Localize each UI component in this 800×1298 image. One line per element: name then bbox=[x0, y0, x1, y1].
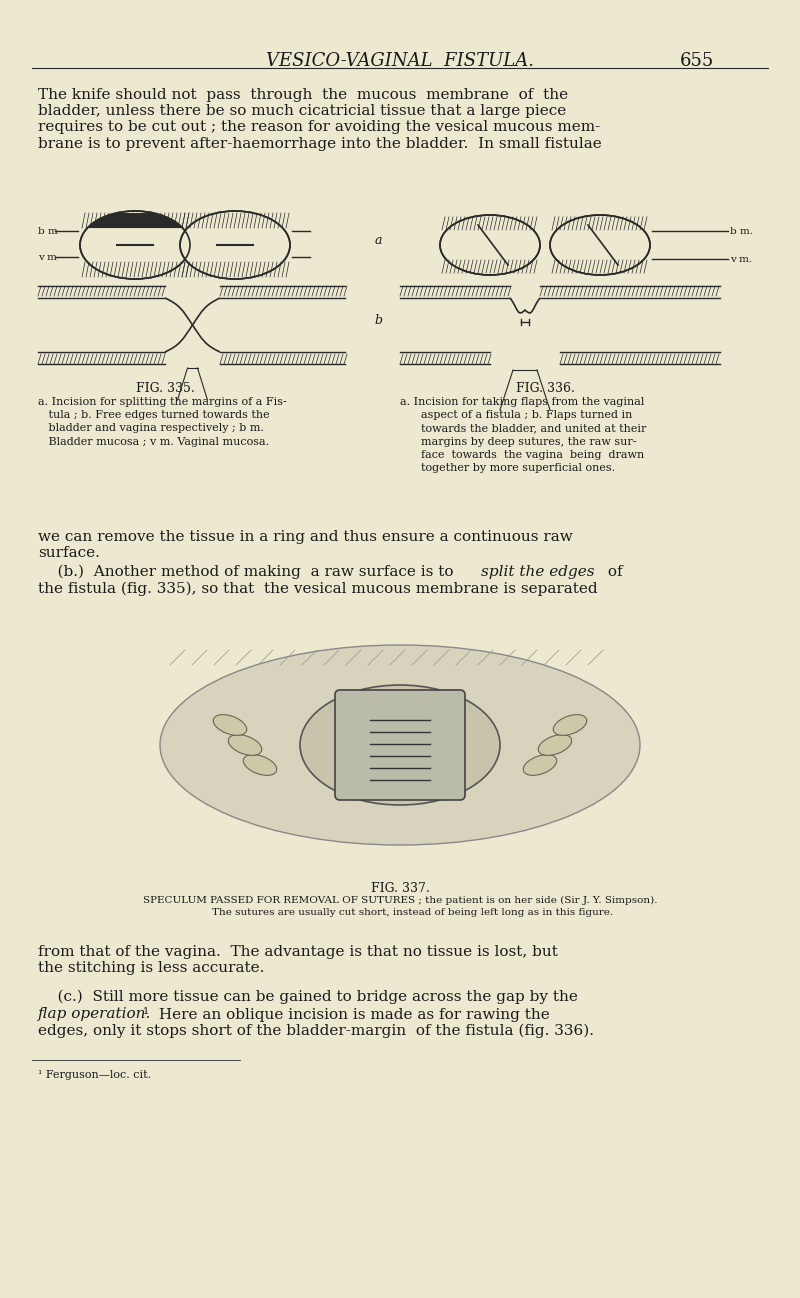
Ellipse shape bbox=[523, 754, 557, 775]
Text: FIG. 337.: FIG. 337. bbox=[370, 883, 430, 896]
FancyBboxPatch shape bbox=[80, 213, 190, 228]
Text: we can remove the tissue in a ring and thus ensure a continuous raw
surface.: we can remove the tissue in a ring and t… bbox=[38, 530, 573, 561]
Text: of: of bbox=[603, 565, 622, 579]
Text: a. Incision for splitting the margins of a Fis-
   tula ; b. Free edges turned t: a. Incision for splitting the margins of… bbox=[38, 397, 286, 447]
Text: v m: v m bbox=[38, 253, 57, 261]
Text: from that of the vagina.  The advantage is that no tissue is lost, but
the stitc: from that of the vagina. The advantage i… bbox=[38, 945, 558, 975]
Ellipse shape bbox=[300, 685, 500, 805]
Text: FIG. 336.: FIG. 336. bbox=[515, 382, 574, 395]
FancyBboxPatch shape bbox=[335, 691, 465, 800]
Text: b m: b m bbox=[38, 226, 58, 235]
Text: v m.: v m. bbox=[730, 254, 752, 263]
Text: b: b bbox=[374, 314, 382, 327]
Text: FIG. 335.: FIG. 335. bbox=[136, 382, 194, 395]
Text: ¹ Ferguson—loc. cit.: ¹ Ferguson—loc. cit. bbox=[38, 1070, 151, 1080]
Text: b m.: b m. bbox=[730, 226, 753, 235]
Text: a. Incision for taking flaps from the vaginal
      aspect of a fistula ; b. Fla: a. Incision for taking flaps from the va… bbox=[400, 397, 646, 472]
Ellipse shape bbox=[228, 735, 262, 755]
Ellipse shape bbox=[214, 715, 246, 736]
Text: edges, only it stops short of the bladder-margin  of the fistula (fig. 336).: edges, only it stops short of the bladde… bbox=[38, 1024, 594, 1038]
Text: a: a bbox=[374, 234, 382, 247]
Text: the fistula (fig. 335), so that  the vesical mucous membrane is separated: the fistula (fig. 335), so that the vesi… bbox=[38, 582, 598, 596]
Ellipse shape bbox=[160, 645, 640, 845]
Text: (b.)  Another method of making  a raw surface is to: (b.) Another method of making a raw surf… bbox=[38, 565, 458, 579]
Ellipse shape bbox=[243, 754, 277, 775]
Ellipse shape bbox=[80, 212, 190, 279]
Text: 655: 655 bbox=[680, 52, 714, 70]
Ellipse shape bbox=[550, 215, 650, 275]
Text: split the edges: split the edges bbox=[481, 565, 594, 579]
Ellipse shape bbox=[554, 715, 586, 736]
Ellipse shape bbox=[180, 212, 290, 279]
Text: flap operation.: flap operation. bbox=[38, 1007, 151, 1022]
Ellipse shape bbox=[538, 735, 572, 755]
Text: ¹  Here an oblique incision is made as for rawing the: ¹ Here an oblique incision is made as fo… bbox=[143, 1007, 550, 1022]
Ellipse shape bbox=[440, 215, 540, 275]
Text: (c.)  Still more tissue can be gained to bridge across the gap by the: (c.) Still more tissue can be gained to … bbox=[38, 990, 578, 1020]
Text: The knife should not  pass  through  the  mucous  membrane  of  the
bladder, unl: The knife should not pass through the mu… bbox=[38, 88, 602, 151]
Text: VESICO-VAGINAL  FISTULA.: VESICO-VAGINAL FISTULA. bbox=[266, 52, 534, 70]
Text: SPECULUM PASSED FOR REMOVAL OF SUTURES ; the patient is on her side (Sir J. Y. S: SPECULUM PASSED FOR REMOVAL OF SUTURES ;… bbox=[142, 896, 658, 916]
